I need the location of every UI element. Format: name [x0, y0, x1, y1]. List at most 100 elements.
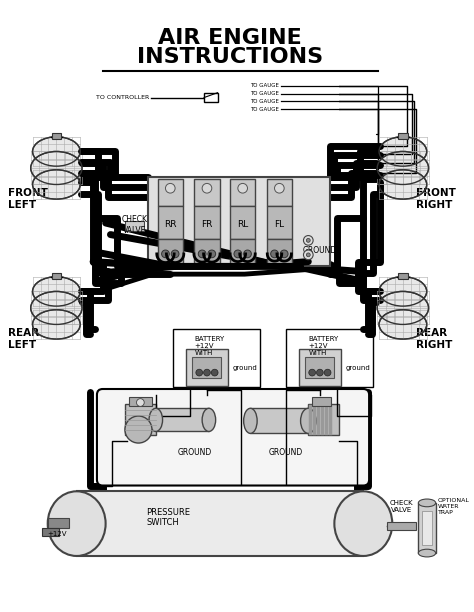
Circle shape: [271, 250, 278, 258]
Bar: [419, 503, 436, 553]
Bar: [125, 221, 144, 231]
Text: TO GAUGE: TO GAUGE: [250, 99, 279, 104]
Text: REAR
RIGHT: REAR RIGHT: [416, 328, 453, 349]
Circle shape: [137, 398, 144, 406]
Text: PRESSURE
SWITCH: PRESSURE SWITCH: [146, 508, 190, 527]
Ellipse shape: [301, 408, 316, 433]
Text: TO GAUGE: TO GAUGE: [250, 83, 279, 89]
Bar: [158, 206, 183, 239]
Bar: [230, 206, 255, 239]
Ellipse shape: [31, 291, 82, 324]
Ellipse shape: [379, 137, 427, 166]
Ellipse shape: [379, 310, 427, 339]
Text: TO CONTROLLER: TO CONTROLLER: [96, 95, 149, 100]
Bar: [158, 179, 183, 206]
Bar: [42, 528, 59, 536]
Bar: [192, 357, 221, 378]
Bar: [52, 273, 61, 278]
Ellipse shape: [334, 491, 392, 556]
Bar: [398, 133, 408, 139]
Ellipse shape: [33, 137, 80, 166]
Ellipse shape: [33, 277, 80, 306]
Text: FL: FL: [274, 220, 284, 230]
Ellipse shape: [33, 310, 80, 339]
Circle shape: [317, 369, 323, 376]
Circle shape: [196, 369, 202, 376]
Text: TO GAUGE: TO GAUGE: [250, 106, 279, 111]
Text: CHECK
VALVE: CHECK VALVE: [390, 499, 414, 512]
Bar: [230, 179, 255, 206]
Bar: [305, 357, 334, 378]
Bar: [194, 179, 219, 206]
Circle shape: [208, 250, 216, 258]
Bar: [299, 349, 341, 386]
Circle shape: [306, 239, 310, 242]
Bar: [125, 405, 156, 435]
Text: GROUND: GROUND: [269, 448, 303, 457]
Bar: [158, 239, 183, 264]
Bar: [422, 510, 432, 545]
Bar: [173, 329, 260, 387]
Circle shape: [202, 184, 212, 193]
Text: OPTIONAL
WATER
TRAP: OPTIONAL WATER TRAP: [438, 498, 470, 515]
Text: AIR ENGINE: AIR ENGINE: [158, 28, 302, 48]
Bar: [267, 239, 292, 264]
Bar: [267, 206, 292, 239]
Circle shape: [125, 416, 152, 443]
Bar: [250, 408, 308, 433]
Text: FR: FR: [201, 220, 213, 230]
Circle shape: [324, 369, 331, 376]
Bar: [48, 518, 69, 528]
Circle shape: [280, 250, 288, 258]
Circle shape: [204, 369, 210, 376]
Bar: [77, 491, 363, 556]
Circle shape: [234, 250, 242, 258]
Text: BATTERY
+12V
WITH
60 AMP
FUSE: BATTERY +12V WITH 60 AMP FUSE: [308, 336, 338, 370]
Bar: [312, 397, 331, 406]
Bar: [129, 397, 152, 406]
Bar: [398, 273, 408, 278]
Text: EITHER OR: EITHER OR: [202, 460, 277, 472]
Text: BATTERY
+12V
WITH
25 AMP
FUSE: BATTERY +12V WITH 25 AMP FUSE: [194, 336, 225, 370]
Circle shape: [238, 184, 247, 193]
Text: ground: ground: [346, 365, 371, 371]
Bar: [230, 239, 255, 264]
Ellipse shape: [379, 170, 427, 199]
Bar: [52, 133, 61, 139]
Text: INSTRUCTIONS: INSTRUCTIONS: [137, 47, 323, 67]
Circle shape: [211, 369, 218, 376]
FancyBboxPatch shape: [97, 389, 369, 485]
Ellipse shape: [202, 408, 216, 431]
Circle shape: [198, 250, 206, 258]
Text: GROUND: GROUND: [303, 245, 337, 255]
Text: RR: RR: [164, 220, 176, 230]
Bar: [286, 329, 373, 387]
Bar: [194, 206, 219, 239]
Circle shape: [171, 250, 179, 258]
Ellipse shape: [377, 291, 428, 324]
Text: FRONT
RIGHT: FRONT RIGHT: [416, 188, 456, 210]
Text: CHECK
VALVE: CHECK VALVE: [121, 215, 147, 234]
Text: FRONT
LEFT: FRONT LEFT: [8, 188, 48, 210]
Bar: [267, 179, 292, 206]
Text: TO GAUGE: TO GAUGE: [250, 91, 279, 96]
Bar: [194, 239, 219, 264]
Ellipse shape: [379, 277, 427, 306]
Bar: [204, 92, 218, 102]
Bar: [148, 177, 329, 266]
Text: RL: RL: [237, 220, 248, 230]
Circle shape: [309, 369, 316, 376]
Text: +12V: +12V: [47, 531, 67, 537]
Ellipse shape: [33, 170, 80, 199]
Circle shape: [303, 250, 313, 259]
Ellipse shape: [419, 549, 436, 557]
Circle shape: [274, 184, 284, 193]
Ellipse shape: [419, 499, 436, 507]
Bar: [387, 522, 416, 530]
Bar: [186, 349, 228, 386]
Text: GROUND: GROUND: [177, 448, 211, 457]
Ellipse shape: [149, 408, 163, 431]
Ellipse shape: [244, 408, 257, 433]
Ellipse shape: [48, 491, 106, 556]
Circle shape: [303, 236, 313, 245]
